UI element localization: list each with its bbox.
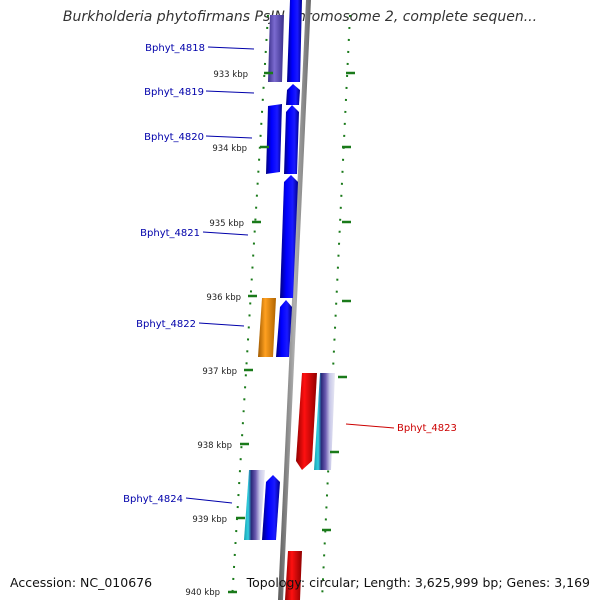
gene-label-Bphyt_4819[interactable]: Bphyt_4819 — [144, 87, 204, 98]
accession-text: Accession: NC_010676 — [10, 575, 153, 590]
gene-Bphyt_4818-feature[interactable] — [268, 15, 284, 82]
gene-Bphyt_4822-feature[interactable] — [258, 298, 276, 357]
gene-Bphyt_4824-feature[interactable] — [244, 470, 265, 540]
scale-label: 933 kbp — [213, 70, 248, 80]
gene-leader-lines — [185, 46, 395, 504]
scale-label: 934 kbp — [212, 144, 247, 154]
gene-feature-4822b[interactable] — [276, 300, 292, 357]
scale-label: 936 kbp — [206, 293, 241, 303]
gene-label-Bphyt_4824[interactable]: Bphyt_4824 — [123, 494, 183, 505]
scale-ticks-right — [322, 71, 355, 532]
scale-label: 937 kbp — [202, 367, 237, 377]
scale-label: 939 kbp — [192, 515, 227, 525]
gene-label-Bphyt_4822[interactable]: Bphyt_4822 — [136, 319, 196, 330]
gene-feature-4824b[interactable] — [262, 475, 280, 540]
gene-label-Bphyt_4818[interactable]: Bphyt_4818 — [145, 43, 205, 54]
gene-feature-bottom-red[interactable] — [285, 551, 302, 600]
chromosome-backbone — [278, 0, 311, 600]
gene-Bphyt_4821-feature[interactable] — [280, 175, 298, 298]
gene-feature-4823-stripes[interactable] — [314, 373, 335, 470]
gene-Bphyt_4823-feature[interactable] — [296, 373, 317, 470]
gene-feature-4820b[interactable] — [284, 105, 299, 174]
gene-feature-upper-right[interactable] — [287, 0, 302, 82]
scale-label: 938 kbp — [197, 441, 232, 451]
gene-Bphyt_4820-feature[interactable] — [266, 104, 282, 174]
gene-features[interactable] — [244, 0, 335, 600]
scale-label: 940 kbp — [185, 588, 220, 598]
ruler-guides — [231, 14, 351, 600]
gene-label-Bphyt_4820[interactable]: Bphyt_4820 — [144, 132, 204, 143]
gene-Bphyt_4819-feature[interactable] — [286, 84, 300, 105]
scale-label: 935 kbp — [209, 219, 244, 229]
gene-label-Bphyt_4821[interactable]: Bphyt_4821 — [140, 228, 200, 239]
gene-label-Bphyt_4823[interactable]: Bphyt_4823 — [397, 423, 457, 434]
scale-ticks — [228, 71, 273, 594]
genome-stats-text: Topology: circular; Length: 3,625,999 bp… — [246, 575, 590, 590]
